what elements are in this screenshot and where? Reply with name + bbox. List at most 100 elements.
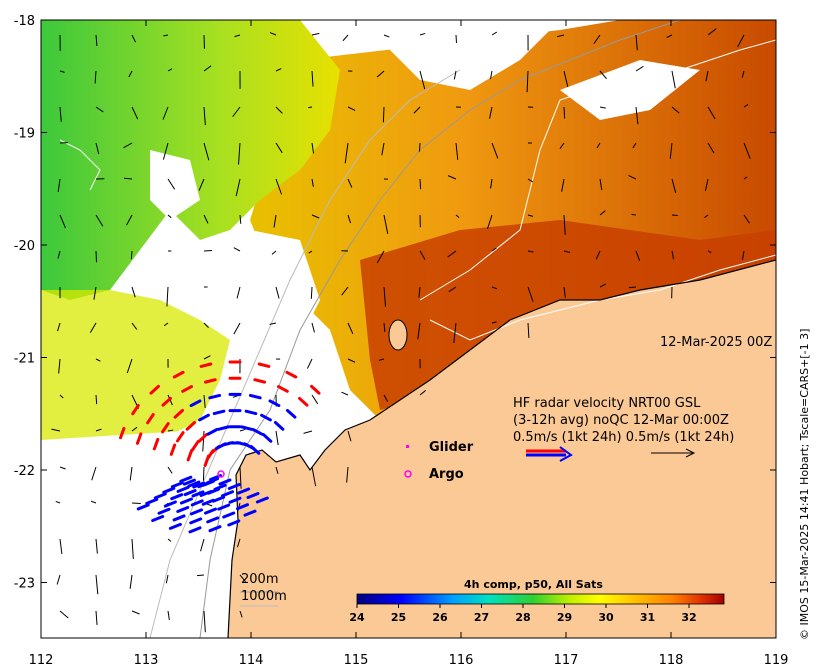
radar-vector xyxy=(176,485,190,493)
current-vector xyxy=(95,142,100,155)
land xyxy=(228,260,776,638)
current-vector xyxy=(275,430,279,446)
glider-marker xyxy=(406,445,409,448)
y-tick-label: -19 xyxy=(14,127,35,142)
legend-arrowhead-black xyxy=(685,448,696,458)
current-vector xyxy=(126,214,133,226)
current-vector xyxy=(275,68,282,72)
colorbar-tick-label: 26 xyxy=(432,611,448,624)
colorbar xyxy=(356,593,725,605)
radar-vector xyxy=(189,517,203,525)
x-tick-label: 113 xyxy=(134,653,159,668)
radar-subtitle: (3-12h avg) noQC 12-Mar 00:00Z xyxy=(513,413,729,428)
colorbar-tick-label: 32 xyxy=(681,611,696,624)
cloud-gap xyxy=(240,230,320,360)
radar-vector xyxy=(227,483,241,490)
cloud-gap xyxy=(150,150,200,220)
current-vector xyxy=(202,430,205,452)
current-vector xyxy=(203,322,209,328)
x-axis: 112 113 114 115 116 117 118 119 xyxy=(29,20,788,668)
current-vector xyxy=(95,358,101,362)
current-vector xyxy=(561,178,565,192)
current-vector xyxy=(311,394,319,405)
current-vector xyxy=(527,286,534,302)
current-vector xyxy=(59,106,62,122)
current-vector xyxy=(57,322,61,332)
current-vector xyxy=(167,178,176,190)
contour-white xyxy=(59,139,101,191)
current-vector xyxy=(200,538,205,552)
current-vector xyxy=(595,250,601,260)
current-vector xyxy=(527,178,534,183)
current-vector xyxy=(599,106,606,109)
current-vector xyxy=(491,247,497,252)
current-vector xyxy=(743,214,750,224)
current-vector xyxy=(563,70,569,87)
current-vector xyxy=(743,142,751,159)
contour-1000-label: 1000m xyxy=(241,589,287,604)
current-vector xyxy=(417,322,421,340)
radar-vector xyxy=(149,384,160,395)
current-vector xyxy=(275,178,283,195)
radar-vector xyxy=(162,486,176,494)
colorbar-tick-label: 29 xyxy=(557,611,572,624)
current-vector xyxy=(486,214,493,230)
x-tick-label: 118 xyxy=(659,653,684,668)
radar-vector xyxy=(222,511,236,519)
contour-white xyxy=(419,39,776,301)
radar-vector xyxy=(153,492,167,500)
current-vector xyxy=(239,214,242,224)
current-vector xyxy=(167,214,172,219)
current-vector xyxy=(383,286,387,307)
coastline xyxy=(227,259,776,638)
radar-vector xyxy=(131,403,140,416)
current-vector xyxy=(95,34,98,47)
current-vector xyxy=(311,178,314,187)
current-vector xyxy=(347,178,353,188)
radar-vector xyxy=(248,393,262,400)
current-vector xyxy=(671,178,677,194)
radar-vector xyxy=(221,490,235,498)
colorbar-tick-label: 24 xyxy=(349,611,365,624)
y-tick-label: -23 xyxy=(14,577,35,592)
current-vector xyxy=(632,142,637,149)
current-vector xyxy=(163,322,169,327)
contour-200m xyxy=(199,20,681,638)
current-vector xyxy=(666,34,673,38)
current-vector xyxy=(447,175,457,180)
radar-vector xyxy=(243,509,257,517)
radar-vector xyxy=(172,514,186,522)
radar-vector xyxy=(236,503,250,511)
radar-vector xyxy=(217,425,230,431)
glider-label: Glider xyxy=(429,440,474,455)
x-tick-label: 114 xyxy=(239,653,264,668)
current-vector xyxy=(419,70,426,90)
radar-title: HF radar velocity NRT00 GSL xyxy=(513,396,701,411)
current-vector xyxy=(383,34,390,38)
current-vector xyxy=(58,358,61,374)
current-vector xyxy=(527,250,534,253)
current-vector xyxy=(203,355,211,360)
current-vector xyxy=(131,426,138,432)
radar-vector xyxy=(197,433,209,443)
current-vectors xyxy=(51,28,751,633)
current-vector xyxy=(167,466,173,474)
cloud-gap xyxy=(560,60,700,120)
current-vector xyxy=(383,322,386,333)
current-vector xyxy=(563,106,566,119)
current-vector xyxy=(704,178,709,191)
radar-vector xyxy=(176,505,190,513)
current-vector xyxy=(275,466,279,474)
radar-vector xyxy=(185,421,197,431)
current-vector xyxy=(563,214,566,235)
current-vector xyxy=(94,70,97,84)
radar-vector xyxy=(151,515,165,523)
current-vector xyxy=(303,430,313,434)
radar-vector xyxy=(161,422,170,434)
x-tick-label: 115 xyxy=(344,653,369,668)
current-vector xyxy=(239,466,242,489)
current-vector xyxy=(95,106,104,113)
current-vector xyxy=(344,142,349,164)
current-vector xyxy=(563,250,571,253)
current-vector xyxy=(273,214,277,228)
